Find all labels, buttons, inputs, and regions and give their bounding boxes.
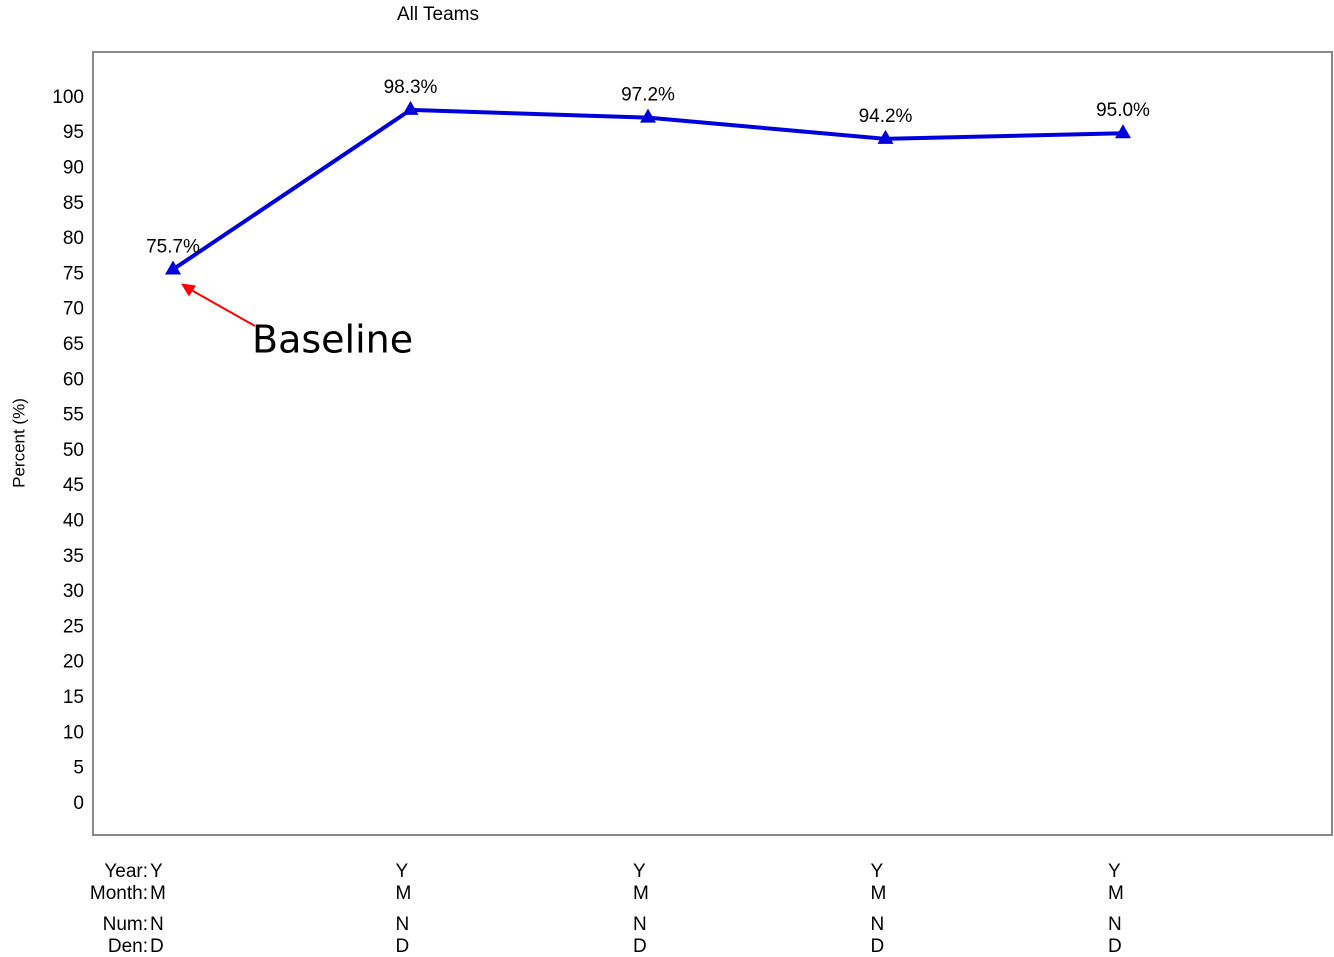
y-tick-label: 95	[63, 122, 84, 143]
y-tick-label: 0	[73, 793, 84, 814]
data-label: 98.3%	[384, 77, 438, 98]
x-table-cell: N	[396, 914, 410, 935]
x-table-cell: M	[396, 883, 412, 904]
data-point	[165, 260, 181, 275]
x-table-cell: D	[633, 936, 647, 957]
x-table-cell: M	[1108, 883, 1124, 904]
y-tick-label: 35	[63, 546, 84, 567]
x-table-cell: Y	[396, 861, 409, 882]
x-table-cell: D	[871, 936, 885, 957]
data-label: 95.0%	[1096, 100, 1150, 121]
data-label: 94.2%	[859, 106, 913, 127]
y-tick-label: 50	[63, 440, 84, 461]
data-label: 75.7%	[146, 236, 200, 257]
x-table-cell: Y	[871, 861, 884, 882]
x-table-cell: D	[396, 936, 410, 957]
y-tick-label: 75	[63, 263, 84, 284]
x-table-cell: N	[633, 914, 647, 935]
x-table-row-label: Year:	[104, 861, 148, 882]
x-table-cell: N	[1108, 914, 1122, 935]
y-tick-label: 65	[63, 334, 84, 355]
y-tick-label: 20	[63, 652, 84, 673]
y-tick-label: 40	[63, 511, 84, 532]
x-table-cell: M	[150, 883, 166, 904]
data-point	[402, 100, 419, 115]
data-label: 97.2%	[621, 85, 675, 106]
x-table-cell: Y	[150, 861, 163, 882]
annotation-arrow	[184, 285, 256, 327]
y-tick-label: 90	[63, 158, 84, 179]
y-tick-label: 100	[52, 87, 84, 108]
data-point	[640, 108, 656, 123]
y-tick-label: 30	[63, 581, 84, 602]
y-tick-label: 45	[63, 475, 84, 496]
x-table-cell: Y	[1108, 861, 1121, 882]
y-tick-label: 70	[63, 299, 84, 320]
annotation-text: Baseline	[252, 318, 413, 362]
plot-area	[92, 51, 1333, 836]
x-table-cell: Y	[633, 861, 646, 882]
y-tick-label: 85	[63, 193, 84, 214]
y-tick-label: 60	[63, 369, 84, 390]
y-tick-label: 80	[63, 228, 84, 249]
x-table-cell: D	[150, 936, 164, 957]
x-table-row-label: Num:	[103, 914, 148, 935]
chart-title: All Teams	[397, 4, 479, 25]
x-table-row-label: Den:	[108, 936, 148, 957]
x-table-cell: N	[150, 914, 164, 935]
y-axis-label: Percent (%)	[9, 398, 28, 488]
x-table-cell: D	[1108, 936, 1122, 957]
x-table-cell: M	[871, 883, 887, 904]
x-table-row-label: Month:	[90, 883, 148, 904]
y-tick-label: 55	[63, 405, 84, 426]
y-tick-label: 5	[73, 758, 84, 779]
y-tick-label: 15	[63, 687, 84, 708]
y-tick-label: 25	[63, 616, 84, 637]
y-tick-label: 10	[63, 722, 84, 743]
data-point	[1115, 124, 1131, 139]
x-table-cell: M	[633, 883, 649, 904]
annotation-arrowhead	[181, 283, 196, 297]
x-table-cell: N	[871, 914, 885, 935]
data-point	[877, 129, 894, 144]
